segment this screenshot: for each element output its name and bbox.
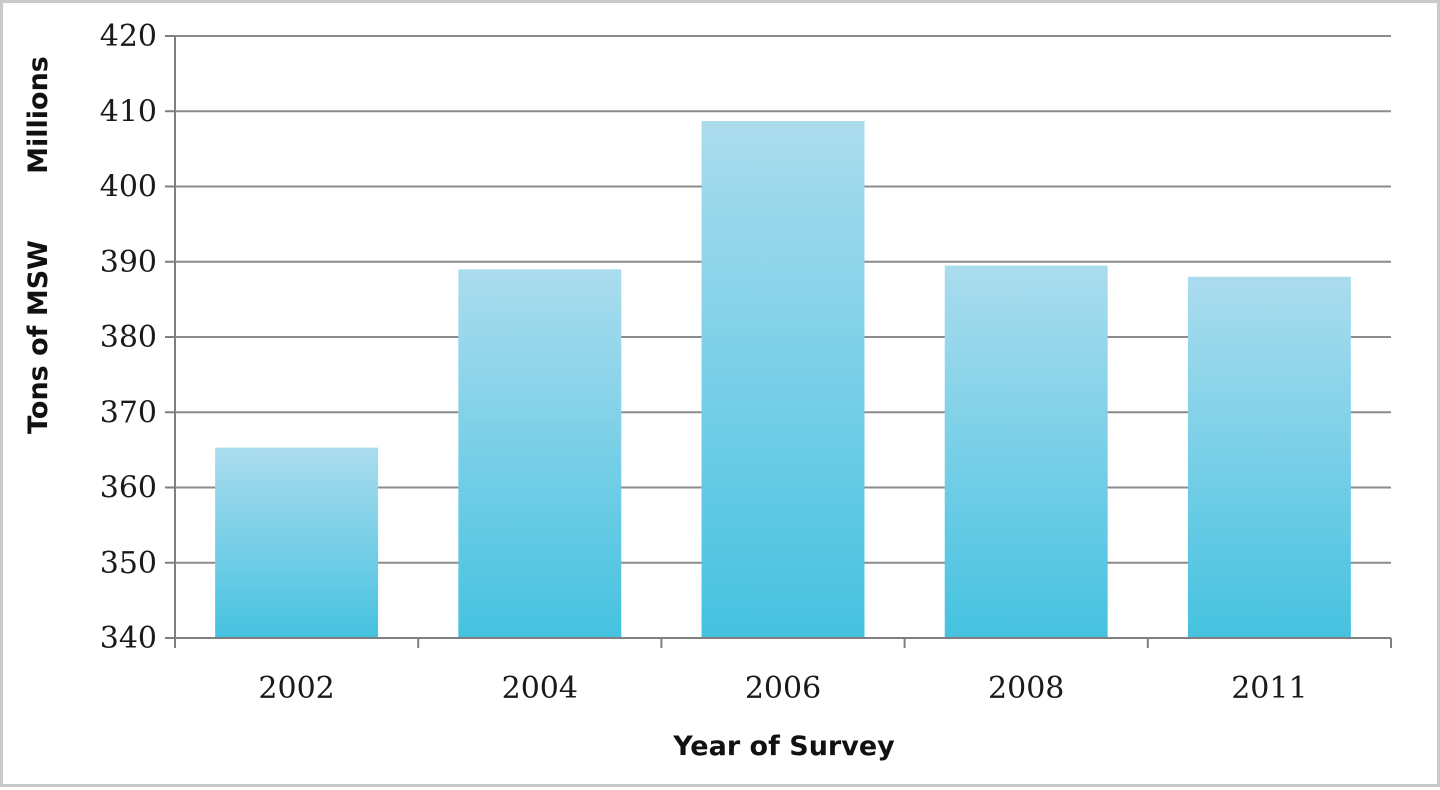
bar-chart: 340 350 360 370 380 390 400 410 420 2002 2004 2006 2… bbox=[23, 19, 1392, 762]
y-axis-title: Tons of MSW bbox=[23, 240, 54, 434]
y-tick-label: 370 bbox=[100, 395, 157, 430]
x-tick-label: 2002 bbox=[258, 671, 334, 706]
tick-labels: 340 350 360 370 380 390 400 410 420 2002 2004 2006 2… bbox=[100, 19, 1308, 706]
y-tick-label: 420 bbox=[100, 19, 157, 54]
bar-2002 bbox=[215, 447, 379, 638]
bar-2008 bbox=[944, 265, 1108, 638]
y-tick-label: 390 bbox=[100, 245, 157, 280]
y-tick-label: 410 bbox=[100, 94, 157, 129]
y-tick-label: 380 bbox=[100, 320, 157, 355]
x-tick-label: 2006 bbox=[745, 671, 821, 706]
bar-2006 bbox=[701, 121, 865, 639]
bars bbox=[215, 121, 1351, 639]
y-tick-label: 350 bbox=[100, 546, 157, 581]
y-tick-label: 360 bbox=[100, 471, 157, 506]
y-tick-label: 400 bbox=[100, 170, 157, 205]
axes bbox=[165, 35, 1392, 648]
x-tick-label: 2008 bbox=[988, 671, 1064, 706]
y-tick-label: 340 bbox=[100, 621, 157, 656]
bar-2004 bbox=[458, 269, 622, 638]
x-tick-label: 2004 bbox=[502, 671, 578, 706]
y-axis-units-label: Millions bbox=[23, 56, 54, 174]
x-axis-title: Year of Survey bbox=[672, 731, 895, 762]
x-tick-label: 2011 bbox=[1231, 671, 1307, 706]
bar-2011 bbox=[1187, 276, 1351, 638]
